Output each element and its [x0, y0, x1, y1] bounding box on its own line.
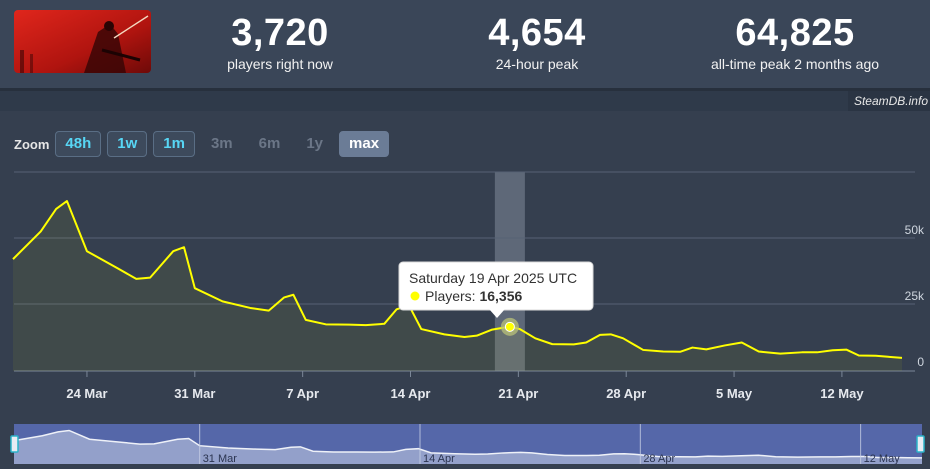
tooltip: Saturday 19 Apr 2025 UTC Players: 16,356 [398, 261, 594, 318]
stat-current-players: 3,720 players right now [205, 12, 355, 72]
zoom-max-button[interactable]: max [339, 131, 390, 157]
series-line-players [12, 200, 903, 359]
series-area-players [13, 201, 902, 371]
stat-all-time-peak: 64,825 all-time peak 2 months ago [690, 12, 900, 72]
x-tick-label: 14 Apr [391, 386, 431, 401]
tooltip-date: Saturday 19 Apr 2025 UTC [409, 270, 577, 286]
navigator-area [14, 430, 922, 464]
tooltip-pointer [489, 309, 505, 318]
steamdb-attribution[interactable]: SteamDB.info [847, 91, 930, 111]
stats-header: 3,720 players right now 4,654 24-hour pe… [0, 0, 930, 88]
y-tick-label: 50k [905, 223, 925, 237]
zoom-label: Zoom [14, 136, 50, 152]
x-tick-label: 5 May [716, 386, 753, 401]
all-time-peak-label: all-time peak 2 months ago [710, 56, 880, 72]
tooltip-series-text: Players: 16,356 [425, 288, 523, 304]
zoom-1w-button[interactable]: 1w [107, 131, 148, 157]
tooltip-series-marker [410, 291, 420, 301]
game-logo[interactable] [14, 10, 151, 73]
zoom-6m-button[interactable]: 6m [258, 135, 281, 152]
navigator: 31 Mar 14 Apr 28 Apr 12 May [10, 424, 925, 465]
y-tick-label: 25k [905, 289, 925, 303]
x-tick-label: 21 Apr [498, 386, 538, 401]
x-tick-label: 12 May [820, 386, 864, 401]
navigator-label: 28 Apr [643, 453, 675, 465]
current-players-label: players right now [227, 56, 333, 72]
peak-24h-value: 4,654 [488, 12, 586, 54]
navigator-label: 12 May [864, 453, 901, 465]
current-players-value: 3,720 [231, 12, 329, 54]
tooltip-series-label: Players: [425, 288, 479, 304]
x-tick-label: 28 Apr [606, 386, 646, 401]
x-tick-label: 7 Apr [286, 386, 319, 401]
zoom-controls: Zoom 48h 1w 1m 3m 6m 1y max [14, 130, 395, 158]
highlight-point [504, 321, 515, 332]
zoom-48h-button[interactable]: 48h [55, 131, 102, 157]
navigator-label: 14 Apr [423, 453, 455, 465]
zoom-1y-button[interactable]: 1y [306, 135, 324, 152]
y-tick-label: 0 [917, 355, 924, 369]
navigator-handle-right[interactable] [916, 435, 925, 453]
zoom-3m-button[interactable]: 3m [210, 135, 233, 152]
navigator-label: 31 Mar [203, 453, 238, 465]
peak-24h-label: 24-hour peak [495, 56, 579, 72]
navigator-line [13, 429, 923, 459]
game-logo-art [14, 10, 151, 73]
all-time-peak-value: 64,825 [735, 12, 855, 54]
tooltip-value: 16,356 [479, 288, 522, 304]
zoom-1m-button[interactable]: 1m [153, 131, 195, 157]
x-tick-label: 31 Mar [174, 386, 215, 401]
header-separator [0, 88, 930, 91]
x-tick-label: 24 Mar [66, 386, 107, 401]
stat-24h-peak: 4,654 24-hour peak [462, 12, 612, 72]
navigator-handle-left[interactable] [10, 435, 19, 453]
